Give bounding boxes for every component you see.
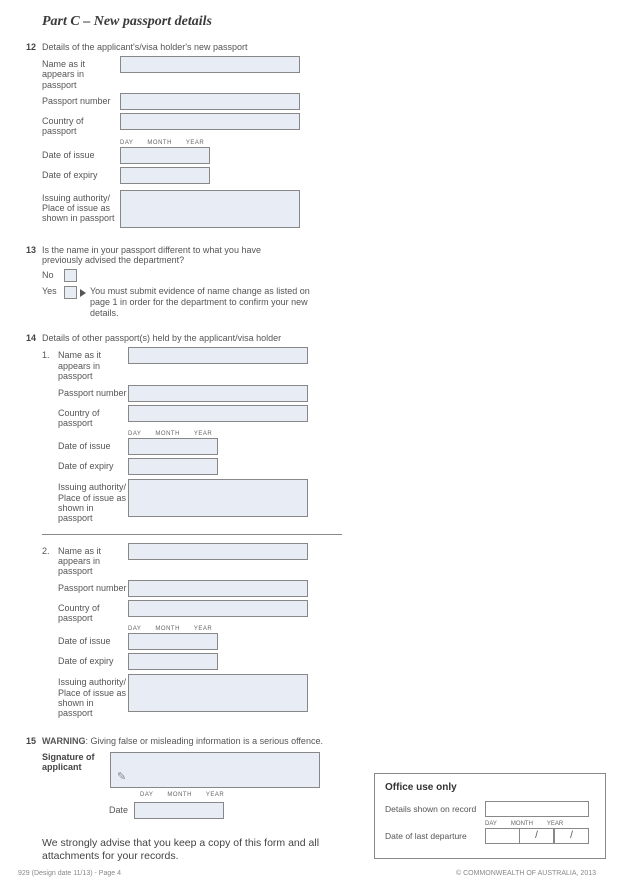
- checkbox-no[interactable]: [64, 269, 77, 282]
- q13-no-label: No: [42, 270, 64, 280]
- checkbox-yes[interactable]: [64, 286, 77, 299]
- label-pn-1: Passport number: [58, 385, 128, 398]
- office-details-label: Details shown on record: [385, 804, 485, 814]
- date-hdr-year: YEAR: [186, 140, 204, 146]
- input-country[interactable]: [120, 113, 300, 130]
- q13-text: Is the name in your passport different t…: [42, 245, 302, 265]
- label-date-issue: Date of issue: [42, 147, 120, 160]
- q13-yes-text: You must submit evidence of name change …: [90, 286, 310, 320]
- label-date-expiry: Date of expiry: [42, 167, 120, 180]
- q14-item-1: 1. Name as it appears in passport Passpo…: [42, 347, 596, 523]
- label-de-1: Date of expiry: [58, 458, 128, 471]
- label-pn-2: Passport number: [58, 580, 128, 593]
- part-c-title: Part C – New passport details: [42, 14, 596, 30]
- label-di-2: Date of issue: [58, 633, 128, 646]
- office-use-box: Office use only Details shown on record …: [374, 773, 606, 859]
- advice-text: We strongly advise that you keep a copy …: [42, 837, 342, 864]
- label-passport-number: Passport number: [42, 93, 120, 106]
- q14-text: Details of other passport(s) held by the…: [42, 333, 596, 343]
- input-date-issue[interactable]: [120, 147, 210, 164]
- label-name: Name as it appears in passport: [42, 56, 120, 90]
- input-name-2[interactable]: [128, 543, 308, 560]
- pen-icon: ✎: [117, 770, 126, 783]
- office-title: Office use only: [385, 782, 595, 793]
- sig-date-label: Date: [42, 805, 134, 815]
- input-iss-2[interactable]: [128, 674, 308, 712]
- q13-number: 13: [24, 245, 42, 324]
- q14-number: 14: [24, 333, 42, 721]
- office-details-field[interactable]: [485, 801, 589, 817]
- input-de-2[interactable]: [128, 653, 218, 670]
- office-lastdep-label: Date of last departure: [385, 831, 485, 841]
- input-di-1[interactable]: [128, 438, 218, 455]
- label-country-2: Country of passport: [58, 600, 128, 624]
- footer-right: © COMMONWEALTH OF AUSTRALIA, 2013: [456, 870, 596, 877]
- signature-box[interactable]: ✎: [110, 752, 320, 788]
- question-13: 13 Is the name in your passport differen…: [24, 245, 596, 324]
- input-country-2[interactable]: [128, 600, 308, 617]
- input-name-1[interactable]: [128, 347, 308, 364]
- question-12: 12 Details of the applicant's/visa holde…: [24, 42, 596, 231]
- input-country-1[interactable]: [128, 405, 308, 422]
- signature-label: Signature of applicant: [42, 752, 110, 788]
- arrow-right-icon: [80, 289, 86, 297]
- divider: [42, 534, 342, 535]
- input-de-1[interactable]: [128, 458, 218, 475]
- q14-item1-num: 1.: [42, 347, 58, 360]
- label-iss-1: Issuing authority/ Place of issue as sho…: [58, 479, 128, 523]
- q13-yes-label: Yes: [42, 286, 64, 296]
- q14-item-2: 2. Name as it appears in passport Passpo…: [42, 543, 596, 719]
- date-hdr-day: DAY: [120, 140, 133, 146]
- input-sig-date[interactable]: [134, 802, 224, 819]
- input-name[interactable]: [120, 56, 300, 73]
- footer-left: 929 (Design date 11/13) - Page 4: [18, 870, 121, 877]
- q15-number: 15: [24, 736, 42, 864]
- label-country-1: Country of passport: [58, 405, 128, 429]
- label-iss-2: Issuing authority/ Place of issue as sho…: [58, 674, 128, 718]
- q12-text: Details of the applicant's/visa holder's…: [42, 42, 596, 52]
- label-di-1: Date of issue: [58, 438, 128, 451]
- input-passport-number[interactable]: [120, 93, 300, 110]
- input-date-expiry[interactable]: [120, 167, 210, 184]
- q15-warning: WARNING: Giving false or misleading info…: [42, 736, 596, 746]
- input-iss-1[interactable]: [128, 479, 308, 517]
- date-hdr-month: MONTH: [147, 140, 172, 146]
- q14-item2-num: 2.: [42, 543, 58, 556]
- input-pn-2[interactable]: [128, 580, 308, 597]
- input-issuing[interactable]: [120, 190, 300, 228]
- label-country: Country of passport: [42, 113, 120, 137]
- label-name-2: Name as it appears in passport: [58, 543, 128, 577]
- input-pn-1[interactable]: [128, 385, 308, 402]
- input-di-2[interactable]: [128, 633, 218, 650]
- q12-number: 12: [24, 42, 42, 231]
- office-lastdep-field[interactable]: / /: [485, 828, 589, 844]
- label-name-1: Name as it appears in passport: [58, 347, 128, 381]
- label-issuing: Issuing authority/ Place of issue as sho…: [42, 190, 120, 224]
- label-de-2: Date of expiry: [58, 653, 128, 666]
- question-14: 14 Details of other passport(s) held by …: [24, 333, 596, 721]
